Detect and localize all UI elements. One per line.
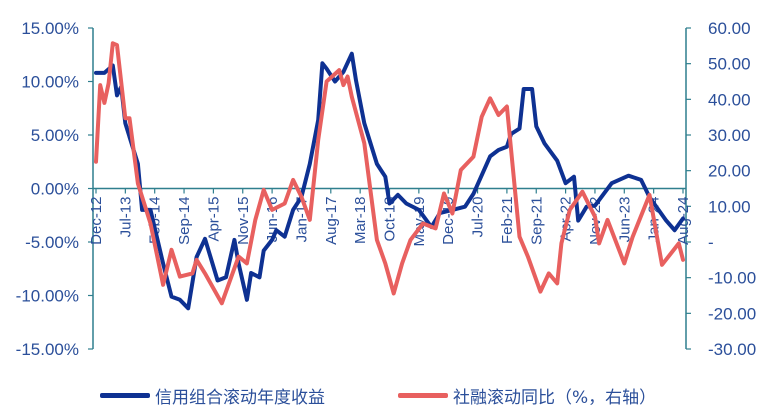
series-line-credit-return: [94, 51, 685, 311]
x-tick-label: Dec-12: [88, 197, 105, 245]
series-lines: [94, 41, 685, 311]
right-tick-label: -20.00: [708, 304, 756, 323]
x-tick-label: Sep-21: [528, 197, 545, 245]
right-tick-label: -10.00: [708, 269, 756, 288]
left-tick-label: -15.00%: [16, 340, 79, 359]
right-tick-label: 10.00: [708, 197, 751, 216]
legend-swatch-blue: [100, 393, 150, 398]
right-tick-label: 40.00: [708, 90, 751, 109]
x-tick-label: Oct-18: [382, 197, 399, 242]
left-tick-label: 0.00%: [31, 180, 79, 199]
series-line-social-financing: [94, 41, 685, 306]
right-tick-label: -: [708, 233, 714, 252]
left-tick-label: 15.00%: [21, 19, 79, 38]
legend-label: 社融滚动同比（%，右轴）: [453, 388, 657, 408]
axes: [88, 27, 691, 350]
right-tick-label: 50.00: [708, 55, 751, 74]
left-axis-tick-labels: 15.00% 10.00% 5.00% 0.00% -5.00% -10.00% -15.0…: [16, 19, 79, 359]
legend-label: 信用组合滚动年度收益: [155, 388, 325, 408]
x-tick-label: Aug-17: [323, 197, 340, 245]
left-tick-label: -5.00%: [25, 233, 79, 252]
right-tick-label: 60.00: [708, 19, 751, 38]
x-tick-label: Feb-21: [499, 197, 516, 245]
x-tick-label: Apr-15: [205, 197, 222, 242]
x-tick-label: Jun-23: [616, 197, 633, 243]
x-tick-label: Mar-18: [352, 197, 369, 245]
right-axis-tick-labels: 60.00 50.00 40.00 30.00 20.00 10.00 - -10.00 -20…: [708, 19, 756, 359]
right-tick-label: 30.00: [708, 126, 751, 145]
left-tick-label: -10.00%: [16, 287, 79, 306]
x-tick-label: Jul-20: [470, 197, 487, 238]
right-tick-label: -30.00: [708, 340, 756, 359]
x-tick-label: Sep-14: [176, 197, 193, 245]
x-tick-label: Jul-13: [117, 197, 134, 238]
right-tick-label: 20.00: [708, 162, 751, 181]
left-tick-label: 5.00%: [31, 126, 79, 145]
legend-swatch-red: [398, 393, 448, 398]
left-tick-label: 10.00%: [21, 73, 79, 92]
legend-item-credit-return: 信用组合滚动年度收益: [100, 383, 325, 408]
x-tick-label: Nov-15: [235, 197, 252, 245]
legend-item-social-financing: 社融滚动同比（%，右轴）: [398, 383, 656, 408]
